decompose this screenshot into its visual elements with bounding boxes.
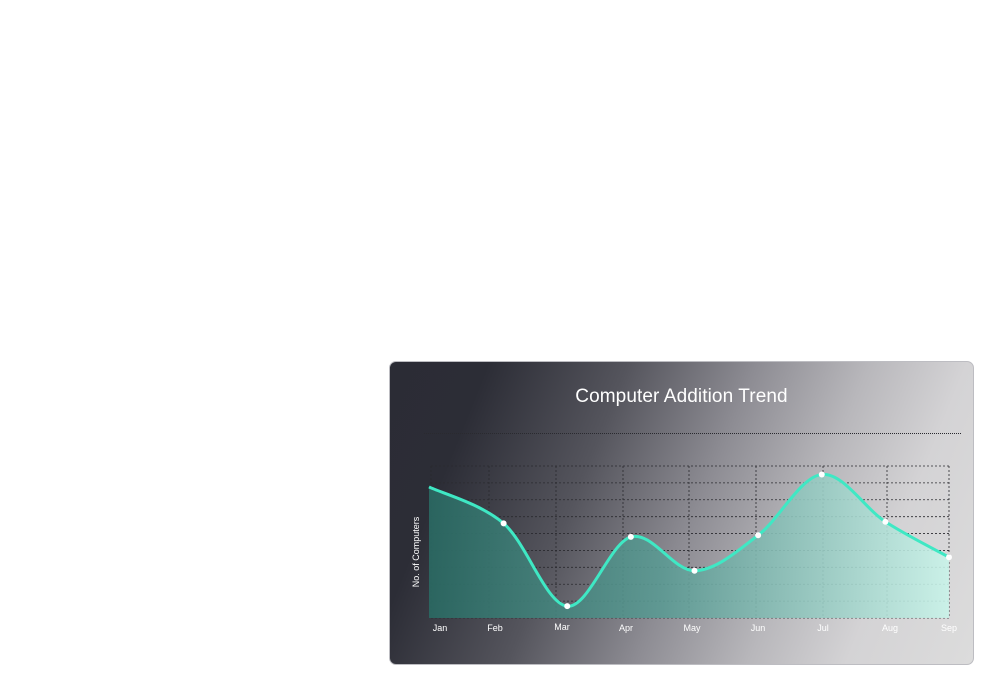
x-tick-label-may: May: [683, 623, 701, 633]
chart-plot: Jan Feb Mar Apr May Jun Jul Aug Sep: [428, 465, 957, 633]
chart-title: Computer Addition Trend: [575, 386, 788, 407]
x-tick-label-jan: Jan: [433, 623, 448, 633]
series-line: [428, 472, 950, 608]
x-tick-label-feb: Feb: [487, 623, 503, 633]
x-tick-label-jul: Jul: [817, 623, 829, 633]
series-area: [429, 474, 949, 618]
data-point-apr: [627, 533, 634, 540]
x-tick-label-apr: Apr: [619, 623, 633, 633]
markers: [500, 471, 952, 610]
data-point-aug: [882, 518, 889, 525]
data-point-mar: [564, 603, 571, 610]
x-tick-label-jun: Jun: [751, 623, 766, 633]
x-tick-label-aug: Aug: [882, 623, 898, 633]
x-tick-label-mar: Mar: [554, 622, 570, 632]
chart-card: Computer Addition Trend No. of Computers…: [389, 361, 974, 665]
data-point-feb: [500, 520, 507, 527]
x-axis-ticks: Jan Feb Mar Apr May Jun Jul Aug Sep: [433, 622, 957, 633]
data-point-jul: [818, 471, 825, 478]
x-tick-label-sep: Sep: [941, 623, 957, 633]
data-point-may: [691, 567, 698, 574]
title-divider: [424, 433, 961, 434]
data-point-jun: [755, 532, 762, 539]
data-point-sep: [946, 554, 952, 561]
